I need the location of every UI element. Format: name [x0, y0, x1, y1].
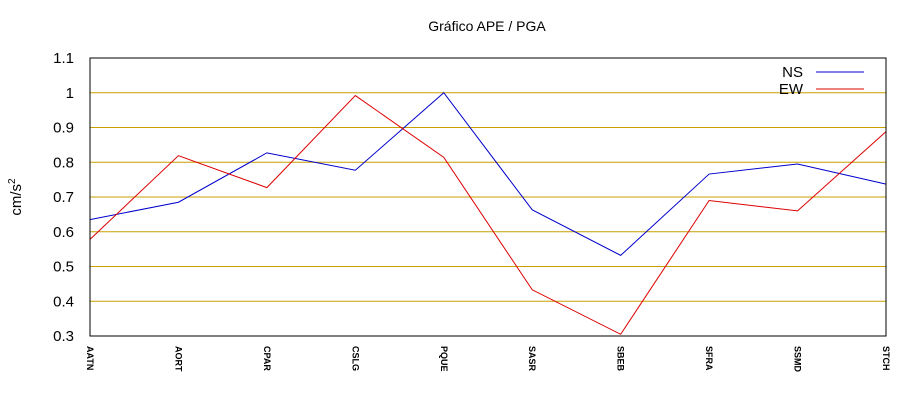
- y-tick-label: 1: [66, 85, 74, 102]
- x-tick-label: AATN: [85, 346, 95, 370]
- plot-frame: [89, 57, 887, 337]
- x-tick-label: SFRA: [704, 346, 714, 371]
- x-tick-label: CPAR: [262, 346, 272, 371]
- y-tick-label: 0.5: [53, 259, 74, 276]
- legend-label-ew: EW: [779, 81, 804, 98]
- x-tick-label: SSMD: [793, 346, 803, 373]
- series-line-ns: [89, 92, 887, 256]
- y-tick-label: 0.8: [53, 154, 74, 171]
- y-tick-label: 0.7: [53, 189, 74, 206]
- x-tick-label: SASR: [527, 346, 537, 372]
- grid-lines: [90, 92, 886, 302]
- y-tick-label: 0.3: [53, 328, 74, 345]
- y-tick-label: 0.6: [53, 224, 74, 241]
- y-tick-labels: 0.3 0.4 0.5 0.6 0.7 0.8 0.9 1 1.1: [53, 50, 74, 345]
- chart-title: Gráfico APE / PGA: [428, 18, 546, 34]
- series-line-ew: [89, 94, 887, 335]
- x-tick-label: STCH: [881, 346, 891, 371]
- y-tick-label: 0.9: [53, 120, 74, 137]
- y-axis-label-unit: cm/s: [8, 184, 25, 216]
- x-tick-label: SBEB: [616, 346, 626, 372]
- y-axis-label-exponent: 2: [7, 178, 18, 184]
- series-lines: [89, 92, 887, 335]
- legend-label-ns: NS: [782, 64, 803, 81]
- y-tick-label: 0.4: [53, 293, 74, 310]
- y-tick-label: 1.1: [53, 50, 74, 67]
- y-axis-label: cm/s2: [7, 178, 25, 216]
- x-tick-label: CSLG: [350, 346, 360, 371]
- x-tick-label: AORT: [173, 346, 183, 372]
- x-tick-labels: AATN AORT CPAR CSLG PQUE SASR SBEB SFRA SSMD STCH: [85, 346, 891, 373]
- x-tick-label: PQUE: [439, 346, 449, 372]
